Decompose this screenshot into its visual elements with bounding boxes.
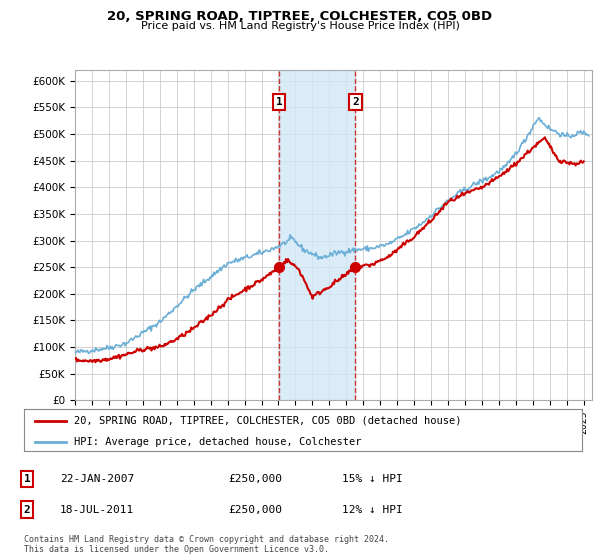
- Bar: [280, 70, 355, 400]
- Text: 1: 1: [23, 474, 31, 484]
- Text: £250,000: £250,000: [228, 474, 282, 484]
- Text: 12% ↓ HPI: 12% ↓ HPI: [342, 505, 403, 515]
- Text: HPI: Average price, detached house, Colchester: HPI: Average price, detached house, Colc…: [74, 437, 362, 446]
- Text: 20, SPRING ROAD, TIPTREE, COLCHESTER, CO5 0BD (detached house): 20, SPRING ROAD, TIPTREE, COLCHESTER, CO…: [74, 416, 462, 426]
- Text: Price paid vs. HM Land Registry's House Price Index (HPI): Price paid vs. HM Land Registry's House …: [140, 21, 460, 31]
- Text: 20, SPRING ROAD, TIPTREE, COLCHESTER, CO5 0BD: 20, SPRING ROAD, TIPTREE, COLCHESTER, CO…: [107, 10, 493, 23]
- Text: 2: 2: [23, 505, 31, 515]
- Text: 2: 2: [352, 97, 359, 107]
- Text: 15% ↓ HPI: 15% ↓ HPI: [342, 474, 403, 484]
- Text: £250,000: £250,000: [228, 505, 282, 515]
- Text: 18-JUL-2011: 18-JUL-2011: [60, 505, 134, 515]
- Text: 1: 1: [276, 97, 283, 107]
- Text: 22-JAN-2007: 22-JAN-2007: [60, 474, 134, 484]
- Text: Contains HM Land Registry data © Crown copyright and database right 2024.
This d: Contains HM Land Registry data © Crown c…: [24, 535, 389, 554]
